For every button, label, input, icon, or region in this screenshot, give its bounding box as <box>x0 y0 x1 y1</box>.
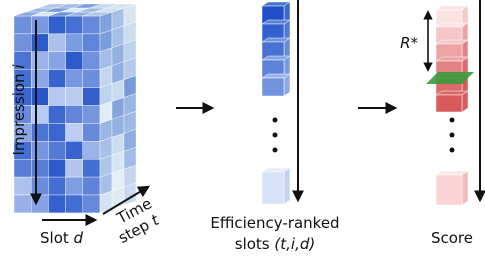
cube-cell <box>83 123 100 141</box>
cube-cell <box>66 16 83 34</box>
cube-cell <box>48 159 65 177</box>
cube-cell <box>48 106 65 124</box>
ellipsis-dot <box>450 148 455 153</box>
slot-label: Slot d <box>40 229 84 247</box>
ranked-stack <box>262 2 290 204</box>
cube-cell <box>48 195 65 213</box>
cube-cell <box>66 141 83 159</box>
cube-cell <box>31 123 48 141</box>
cube-cell <box>14 16 31 34</box>
cube-cell <box>66 88 83 106</box>
cube-cell <box>31 70 48 88</box>
cube-cell <box>83 16 100 34</box>
cube-cell <box>31 177 48 195</box>
score-label: Score <box>431 229 473 247</box>
slot-front <box>262 78 284 96</box>
threshold-label: R* <box>400 34 418 52</box>
slot-side <box>462 91 468 112</box>
score-stack <box>426 6 474 205</box>
label-text: Slot <box>40 229 69 247</box>
cube-cell <box>83 195 100 213</box>
cube-cell <box>31 106 48 124</box>
cube-cell <box>31 159 48 177</box>
cube-cell <box>66 70 83 88</box>
impression-label: Impression i <box>10 64 28 156</box>
slot-front <box>436 95 462 112</box>
ellipsis-dot <box>273 148 278 153</box>
label-var: t <box>148 210 163 229</box>
slot-front <box>436 175 462 205</box>
cube <box>14 4 136 213</box>
cube-cell <box>48 70 65 88</box>
ellipsis-dot <box>450 118 455 123</box>
cube-cell <box>31 52 48 70</box>
label-var: d <box>74 229 84 247</box>
cube-cell <box>31 141 48 159</box>
cube-cell <box>48 16 65 34</box>
cube-cell <box>83 34 100 52</box>
cube-cell <box>14 195 31 213</box>
cube-cell <box>83 141 100 159</box>
cube-cell <box>48 34 65 52</box>
slot-side <box>462 171 468 205</box>
cube-cell <box>66 106 83 124</box>
cube-cell <box>83 177 100 195</box>
cube-cell <box>83 70 100 88</box>
label-var: (t,i,d) <box>274 235 315 253</box>
cube-cell <box>66 159 83 177</box>
cube-cell <box>48 52 65 70</box>
ranked-label: Efficiency-ranked <box>210 214 339 232</box>
cube-cell <box>48 177 65 195</box>
slot-side <box>284 74 290 96</box>
cube-cell <box>66 123 83 141</box>
label-text: Impression <box>10 73 28 155</box>
cube-cell <box>31 34 48 52</box>
cube-cell <box>31 16 48 34</box>
cube-cell <box>66 177 83 195</box>
cube-cell <box>31 195 48 213</box>
ranked-label: slots (t,i,d) <box>235 235 315 253</box>
ellipsis-dot <box>450 133 455 138</box>
cube-cell <box>83 52 100 70</box>
cube-cell <box>83 159 100 177</box>
slot-side <box>284 168 290 204</box>
cube-cell <box>66 195 83 213</box>
cube-cell <box>48 141 65 159</box>
slot-front <box>262 172 284 204</box>
cube-cell <box>14 177 31 195</box>
diagram: Impression i Slot d Time step t Efficien… <box>0 0 485 259</box>
cube-cell <box>83 106 100 124</box>
ellipsis-dot <box>273 118 278 123</box>
ellipsis-dot <box>273 133 278 138</box>
cube-cell <box>31 88 48 106</box>
cube-cell <box>83 88 100 106</box>
cube-cell <box>66 34 83 52</box>
cube-cell <box>66 52 83 70</box>
cube-cell <box>14 34 31 52</box>
cube-cell <box>48 123 65 141</box>
cube-cell <box>48 88 65 106</box>
label-text: slots <box>235 235 270 253</box>
cube-cell <box>14 159 31 177</box>
